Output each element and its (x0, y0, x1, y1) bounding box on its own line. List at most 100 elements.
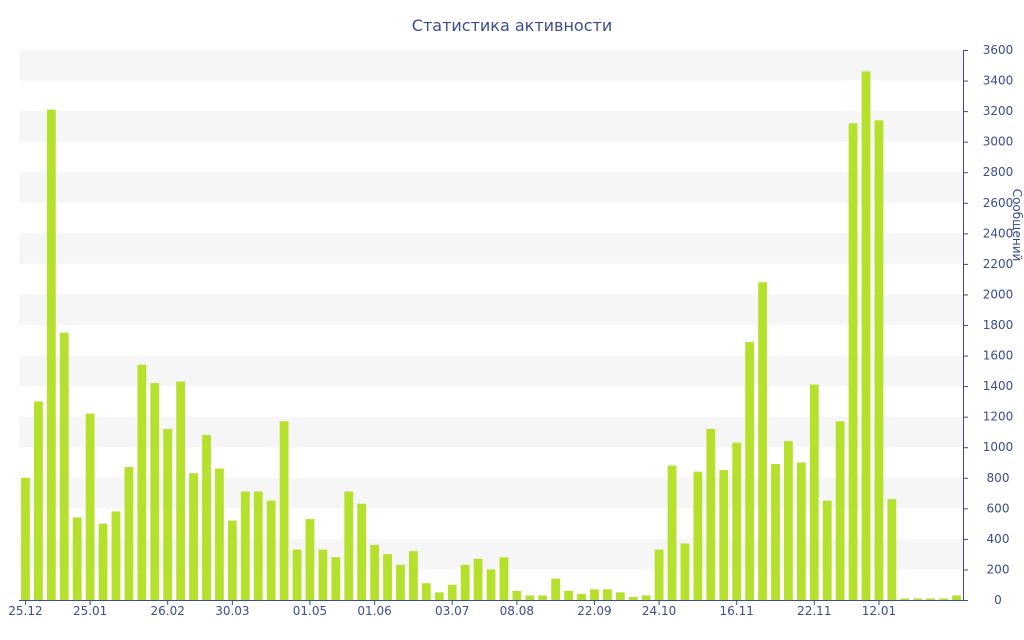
y-tick-label: 1400 (983, 379, 1014, 393)
bar (72, 517, 82, 600)
bar (46, 109, 56, 600)
bar (551, 578, 561, 600)
y-tick-label: 600 (987, 501, 1010, 515)
bar (163, 428, 173, 600)
y-tick-label: 800 (987, 471, 1010, 485)
bar (137, 364, 147, 600)
bar (952, 595, 961, 600)
bars (21, 71, 961, 600)
y-ticks: 0 200 400 600 800 1000 1200 1400 1600 1800 2000 220… (963, 43, 1013, 607)
bar (861, 71, 871, 600)
x-tick-label: 25.01 (73, 604, 107, 618)
grid-band (19, 538, 963, 570)
y-tick-label: 2000 (983, 287, 1014, 301)
grid-band (19, 477, 963, 509)
grid-band (19, 294, 963, 325)
bar (900, 598, 910, 600)
bar (59, 332, 69, 600)
bar (266, 500, 276, 600)
bar (499, 557, 509, 600)
bar (124, 467, 134, 600)
bar (822, 500, 832, 600)
bar (538, 595, 548, 600)
bar (887, 499, 897, 600)
y-tick-label: 0 (994, 593, 1002, 607)
bar (732, 442, 742, 600)
x-tick-label: 25.12 (8, 604, 42, 618)
bar (85, 413, 95, 600)
x-tick-label: 01.06 (357, 604, 391, 618)
grid-band (19, 172, 963, 203)
chart-title: Статистика активности (412, 16, 612, 35)
bar (628, 596, 638, 600)
grid-bands (19, 50, 963, 570)
y-tick-label: 2600 (983, 196, 1014, 210)
y-tick-label: 2400 (983, 226, 1014, 240)
y-tick-label: 200 (987, 562, 1010, 576)
bar (189, 473, 198, 600)
bar (486, 569, 496, 600)
bar (796, 462, 806, 600)
bar (680, 543, 690, 600)
bar (926, 598, 936, 600)
bar (615, 592, 625, 600)
bar (745, 341, 755, 600)
bar (34, 401, 43, 600)
bar (409, 551, 418, 600)
y-tick-label: 1200 (983, 410, 1014, 424)
x-tick-label: 30.03 (215, 604, 249, 618)
bar (292, 549, 302, 600)
bar (176, 381, 186, 600)
bar (654, 549, 664, 600)
bar (344, 491, 354, 600)
bar (396, 564, 405, 600)
bar (602, 589, 612, 600)
bar (758, 282, 767, 600)
x-tick-label: 24.10 (642, 604, 676, 618)
x-ticks: 25.12 25.01 26.02 30.03 01.05 01.06 03.07 08.08… (8, 600, 896, 618)
bar (202, 435, 211, 600)
y-tick-label: 2200 (983, 257, 1014, 271)
bar (98, 523, 108, 600)
y-tick-label: 1600 (983, 349, 1014, 363)
bar (434, 592, 444, 600)
grid-band (19, 416, 963, 448)
x-tick-label: 08.08 (500, 604, 534, 618)
bar (111, 511, 121, 600)
bar (305, 519, 315, 600)
bar (331, 557, 341, 600)
y-tick-label: 2800 (983, 165, 1014, 179)
y-tick-label: 1000 (983, 440, 1014, 454)
x-tick-label: 22.09 (577, 604, 611, 618)
y-tick-label: 1800 (983, 318, 1014, 332)
bar (719, 470, 729, 600)
x-tick-label: 16.11 (720, 604, 754, 618)
bar (227, 520, 237, 600)
x-tick-label: 12.01 (862, 604, 896, 618)
bar (421, 583, 431, 600)
grid-band (19, 355, 963, 387)
bar (512, 590, 522, 600)
bar (150, 383, 160, 600)
bar (318, 549, 328, 600)
grid-band (19, 50, 963, 81)
y-tick-label: 400 (987, 532, 1010, 546)
y-tick-label: 3400 (983, 74, 1014, 88)
x-tick-label: 01.05 (293, 604, 327, 618)
bar (590, 589, 599, 600)
bar (577, 593, 586, 600)
bar (460, 564, 470, 600)
x-tick-label: 03.07 (435, 604, 469, 618)
grid-band (19, 111, 963, 142)
y-tick-label: 3200 (983, 104, 1014, 118)
bar (564, 590, 573, 600)
bar (279, 421, 289, 600)
x-tick-label: 22.11 (797, 604, 831, 618)
bar (447, 584, 457, 600)
bar (771, 464, 780, 600)
bar (706, 428, 716, 600)
y-tick-label: 3000 (983, 135, 1014, 149)
bar (357, 503, 367, 600)
bar (473, 558, 483, 600)
